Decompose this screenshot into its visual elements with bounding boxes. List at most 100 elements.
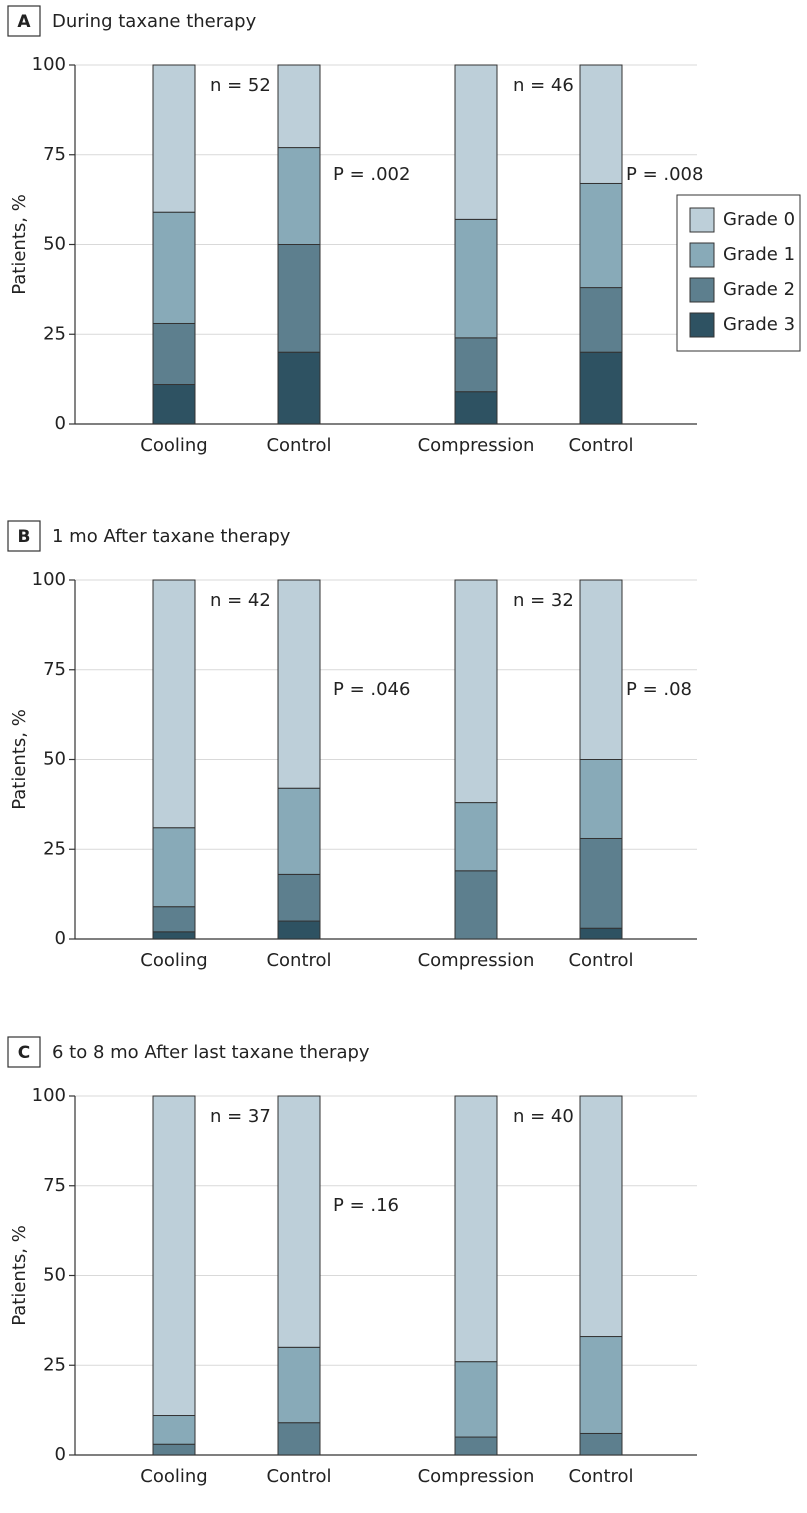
x-tick-label: Control (568, 1466, 633, 1487)
bar-segment (454, 802, 498, 872)
x-tick-label: Cooling (140, 1466, 207, 1487)
x-tick-label: Control (266, 435, 331, 456)
bar-segment (277, 1422, 321, 1456)
bar-segment (152, 384, 196, 425)
bar-segment (277, 1346, 321, 1424)
bar-segment (152, 1443, 196, 1456)
legend-label: Grade 2 (723, 279, 795, 300)
legend-swatch (689, 207, 715, 233)
panel-label: A (17, 12, 31, 32)
annotation: P = .046 (333, 679, 410, 700)
bar-segment (277, 787, 321, 875)
annotation: n = 46 (513, 75, 574, 96)
bar-segment (454, 870, 498, 940)
bar-segment (454, 1436, 498, 1456)
panel-label-box (7, 520, 41, 552)
panel-title: During taxane therapy (52, 11, 257, 32)
bar-segment (454, 1095, 498, 1363)
legend-swatch (689, 277, 715, 303)
bar-segment (152, 322, 196, 386)
bar-segment (454, 579, 498, 804)
bar-segment (277, 920, 321, 940)
bar-segment (277, 351, 321, 425)
y-tick-label: 100 (32, 54, 66, 75)
x-tick-label: Control (266, 1466, 331, 1487)
y-tick-label: 0 (55, 928, 66, 949)
annotation: P = .002 (333, 164, 410, 185)
panel-title: 6 to 8 mo After last taxane therapy (52, 1042, 370, 1063)
bar-segment (152, 827, 196, 908)
annotation: P = .16 (333, 1195, 399, 1216)
x-tick-label: Control (568, 435, 633, 456)
bar-segment (579, 759, 623, 839)
bar-segment (152, 211, 196, 324)
bar-segment (579, 182, 623, 289)
y-axis-label: Patients, % (9, 709, 30, 810)
y-tick-label: 75 (43, 144, 66, 165)
legend-label: Grade 1 (723, 244, 795, 265)
bar-segment (579, 927, 623, 940)
bar-segment (454, 391, 498, 425)
y-tick-label: 50 (43, 749, 66, 770)
panel-title: 1 mo After taxane therapy (52, 526, 291, 547)
annotation: n = 52 (210, 75, 271, 96)
x-tick-label: Compression (418, 950, 535, 971)
x-tick-label: Cooling (140, 435, 207, 456)
bar-segment (579, 1336, 623, 1434)
bar-segment (277, 244, 321, 353)
y-tick-label: 50 (43, 234, 66, 255)
panel-label-box (7, 1036, 41, 1068)
bar-segment (277, 147, 321, 246)
panel-label: B (18, 527, 31, 547)
y-tick-label: 75 (43, 1175, 66, 1196)
bar-segment (454, 218, 498, 339)
y-tick-label: 25 (43, 1354, 66, 1375)
bar-segment (277, 579, 321, 789)
bar-segment (579, 1095, 623, 1338)
legend-label: Grade 0 (723, 209, 795, 230)
bar-segment (152, 931, 196, 940)
y-tick-label: 0 (55, 413, 66, 434)
annotation: n = 32 (513, 590, 574, 611)
bar-segment (152, 64, 196, 213)
y-tick-label: 25 (43, 838, 66, 859)
bar-segment (579, 1432, 623, 1456)
x-tick-label: Compression (418, 435, 535, 456)
y-axis-label: Patients, % (9, 194, 30, 295)
bar-segment (454, 337, 498, 393)
annotation: P = .08 (626, 679, 692, 700)
y-tick-label: 100 (32, 569, 66, 590)
y-tick-label: 50 (43, 1265, 66, 1286)
y-tick-label: 100 (32, 1085, 66, 1106)
bar-segment (152, 906, 196, 933)
x-tick-label: Control (266, 950, 331, 971)
bar-segment (277, 873, 321, 922)
bar-segment (579, 351, 623, 425)
panel-label-box (7, 5, 41, 37)
bar-segment (579, 837, 623, 929)
y-tick-label: 75 (43, 659, 66, 680)
y-tick-label: 0 (55, 1444, 66, 1465)
annotation: P = .008 (626, 164, 703, 185)
panel-label: C (18, 1043, 30, 1063)
bar-segment (152, 579, 196, 829)
y-axis-label: Patients, % (9, 1225, 30, 1326)
bar-segment (277, 64, 321, 149)
bar-segment (277, 1095, 321, 1348)
annotation: n = 42 (210, 590, 271, 611)
x-tick-label: Control (568, 950, 633, 971)
x-tick-label: Cooling (140, 950, 207, 971)
y-tick-label: 25 (43, 323, 66, 344)
bar-segment (152, 1415, 196, 1445)
bar-segment (579, 579, 623, 760)
bar-segment (454, 64, 498, 220)
bar-segment (579, 287, 623, 353)
bar-segment (579, 64, 623, 184)
legend-swatch (689, 242, 715, 268)
bar-segment (152, 1095, 196, 1417)
bar-segment (454, 1361, 498, 1438)
annotation: n = 40 (513, 1106, 574, 1127)
legend-label: Grade 3 (723, 314, 795, 335)
legend-swatch (689, 312, 715, 338)
